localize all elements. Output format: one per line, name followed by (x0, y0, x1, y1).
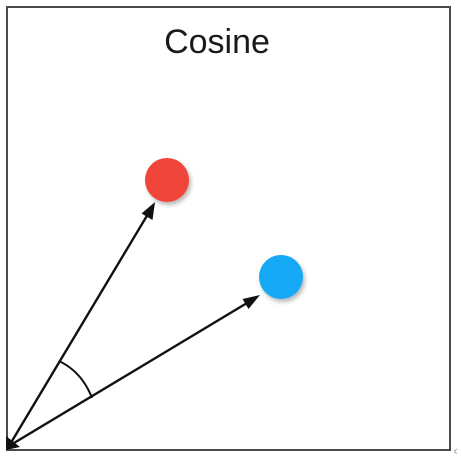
diagram-frame (6, 6, 451, 451)
blue-point (259, 255, 303, 299)
vector-to-red-point (7, 213, 150, 447)
angle-arc (58, 360, 93, 399)
origin-marker (6, 436, 20, 450)
vector-to-red-point-arrowhead (141, 202, 155, 220)
diagram-title: Cosine (164, 23, 270, 61)
edge-mark: ‹ (453, 444, 458, 458)
red-point (145, 158, 189, 202)
vector-to-blue-point-arrowhead (242, 295, 260, 309)
vector-to-blue-point (8, 301, 248, 448)
